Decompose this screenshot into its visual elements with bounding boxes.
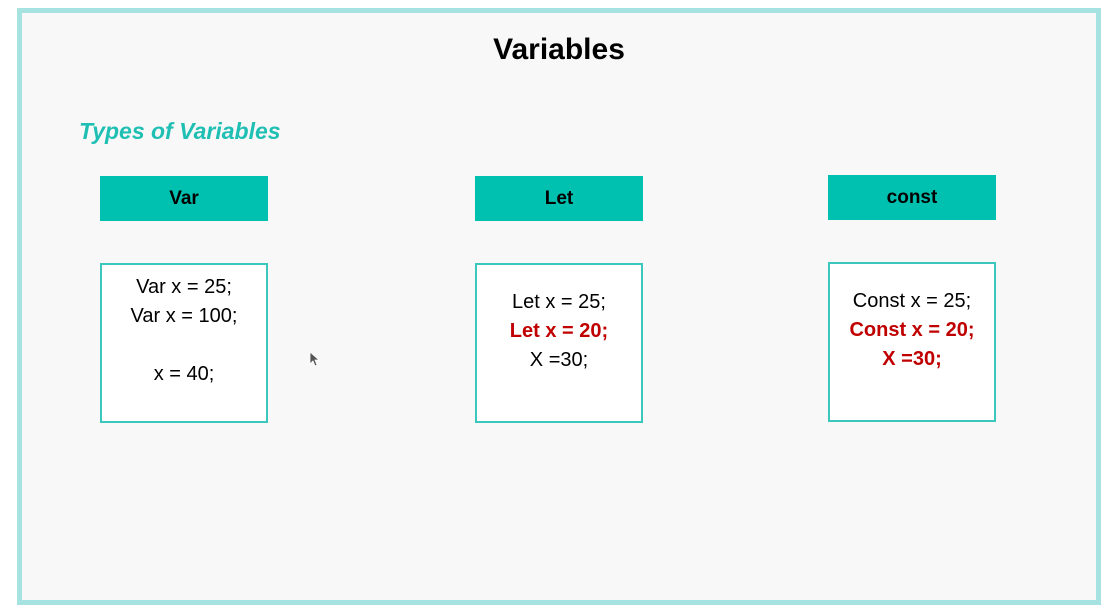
code-line: Const x = 25;: [852, 290, 972, 312]
code-line: x = 40;: [153, 363, 215, 385]
code-line-error: X =30;: [882, 348, 942, 370]
const-header: const: [828, 175, 996, 220]
let-code-box: Let x = 25; Let x = 20; X =30;: [475, 263, 643, 423]
slide-title: Variables: [493, 33, 625, 66]
mouse-cursor-icon: [309, 351, 321, 367]
code-line: Var x = 25;: [136, 276, 232, 298]
slide-frame: Variables Types of Variables Var Var x =…: [17, 8, 1101, 605]
code-line-error: Let x = 20;: [509, 320, 609, 342]
code-line-error: Const x = 20;: [849, 319, 975, 341]
code-line: X =30;: [529, 349, 589, 371]
code-line: Var x = 100;: [130, 305, 238, 327]
code-line: [102, 331, 266, 360]
code-line: Let x = 25;: [512, 291, 606, 313]
var-code-box: Var x = 25; Var x = 100; x = 40;: [100, 263, 268, 423]
slide-subtitle: Types of Variables: [79, 118, 281, 144]
var-header: Var: [100, 176, 268, 221]
const-code-box: Const x = 25; Const x = 20; X =30;: [828, 262, 996, 422]
let-header: Let: [475, 176, 643, 221]
